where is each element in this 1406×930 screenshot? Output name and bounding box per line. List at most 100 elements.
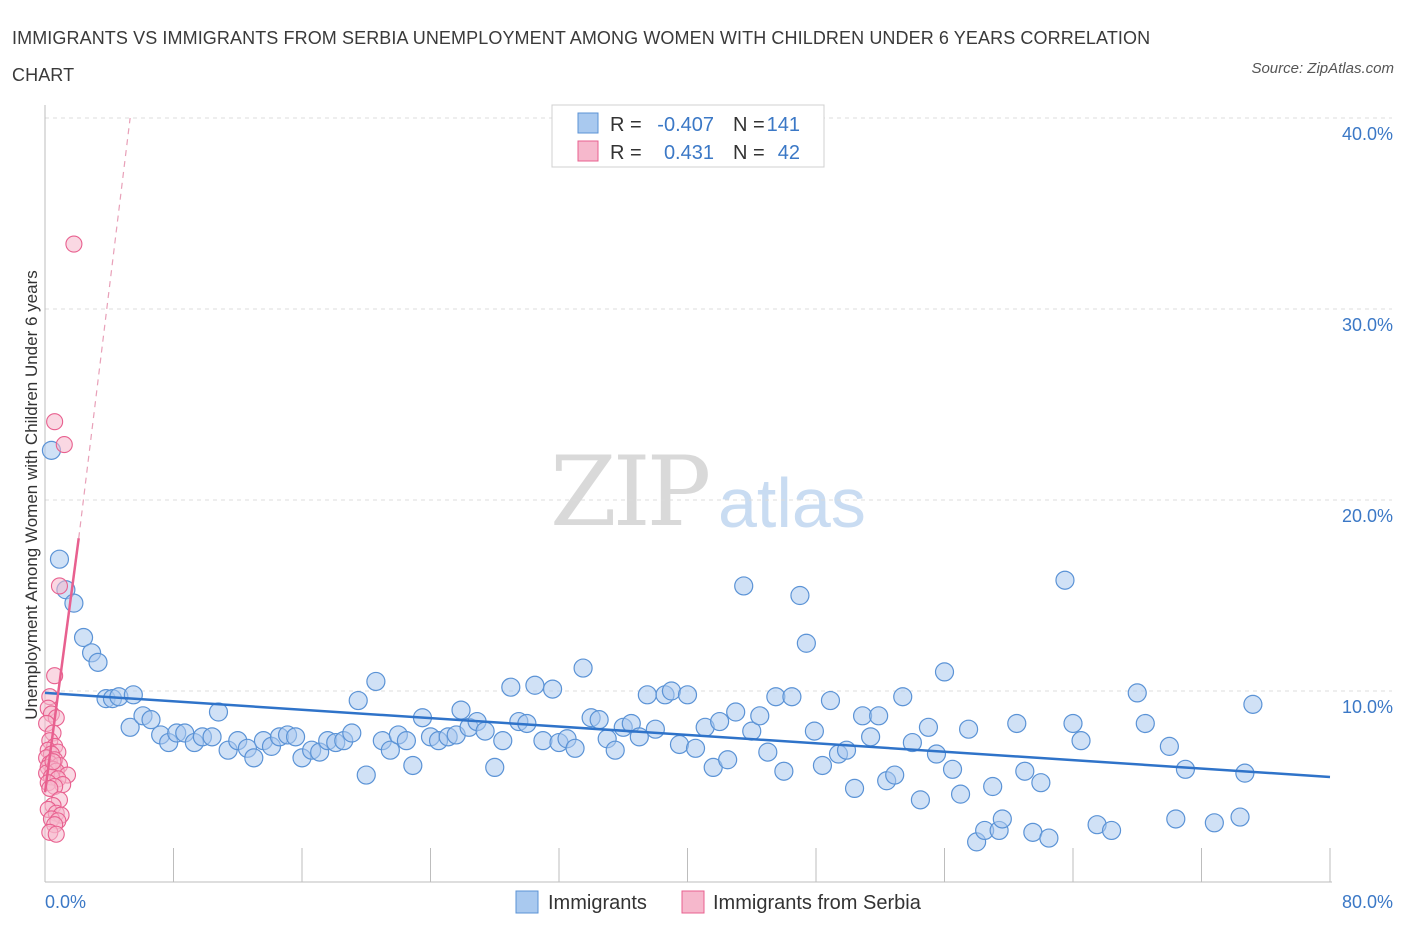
immigrants-point <box>1039 828 1059 848</box>
immigrants-point <box>1204 813 1224 833</box>
immigrants-point <box>1159 736 1179 756</box>
stats-r-value-serbia: 0.431 <box>664 142 714 164</box>
bottom-legend: Immigrants Immigrants from Serbia <box>515 890 922 914</box>
immigrants-point <box>766 687 786 707</box>
stats-legend-swatch-immigrants <box>577 112 599 134</box>
immigrants-point <box>88 652 108 672</box>
immigrants-point <box>64 593 84 613</box>
immigrants-point <box>285 727 306 747</box>
y-axis-label: Unemployment Among Women with Children U… <box>22 270 41 719</box>
immigrants-point <box>926 744 947 764</box>
immigrants-point <box>525 675 545 695</box>
immigrants-point <box>73 627 94 648</box>
immigrants-point <box>861 727 881 747</box>
immigrants-point <box>1007 713 1027 734</box>
y-tick-label: 20.0% <box>1342 506 1393 526</box>
legend-swatch-serbia <box>681 890 705 914</box>
immigrants-point <box>983 776 1003 797</box>
trend-lines <box>43 117 1331 793</box>
watermark-zip: ZIP <box>550 436 709 548</box>
immigrants-point <box>475 721 495 741</box>
y-tick-label: 40.0% <box>1342 124 1393 144</box>
x-tick-labels: 0.0% 80.0% <box>45 892 1393 912</box>
immigrants-point <box>533 731 553 751</box>
immigrants-point <box>726 702 746 722</box>
immigrants-point <box>1071 731 1091 751</box>
immigrants-point <box>790 585 810 606</box>
serbia-point <box>46 413 64 431</box>
immigrants-point <box>120 717 140 737</box>
chart-title: IMMIGRANTS VS IMMIGRANTS FROM SERBIA UNE… <box>12 28 1151 85</box>
serbia-point <box>46 667 64 685</box>
y-tick-label: 30.0% <box>1342 315 1393 335</box>
immigrants-point <box>348 690 368 711</box>
immigrants-point <box>1031 773 1051 793</box>
immigrants-point <box>820 690 841 711</box>
immigrants-point <box>396 731 417 751</box>
immigrants-point <box>734 576 754 596</box>
immigrants-point <box>49 549 70 569</box>
immigrants-point <box>796 633 816 653</box>
immigrants-point <box>992 809 1012 829</box>
immigrants-point <box>451 700 471 720</box>
immigrants-point <box>1023 822 1043 842</box>
immigrants-point <box>869 706 889 726</box>
immigrants-point <box>485 757 505 778</box>
legend-swatch-immigrants <box>515 890 539 914</box>
x-tick-label: 80.0% <box>1342 892 1393 912</box>
immigrants-point <box>1063 713 1083 734</box>
immigrants-point <box>958 719 979 739</box>
serbia-point <box>55 436 73 454</box>
immigrants-point <box>685 738 706 758</box>
immigrants-point <box>934 662 955 682</box>
immigrants-point <box>589 710 609 730</box>
immigrants-point <box>758 742 778 762</box>
source-label: Source: ZipAtlas.com <box>1251 60 1394 77</box>
immigrants-point <box>804 721 824 741</box>
serbia-trend-line <box>43 538 80 793</box>
immigrants-point <box>342 723 362 743</box>
immigrants-point <box>1127 683 1147 703</box>
immigrants-point <box>202 727 222 747</box>
immigrants-point <box>493 731 513 751</box>
immigrants-point <box>1235 763 1255 783</box>
immigrants-point <box>893 687 913 707</box>
stats-legend: R = -0.407 N = 141 R = 0.431 N = 42 <box>551 104 825 168</box>
immigrants-point <box>661 681 682 701</box>
stats-r-label-serbia: R = <box>610 142 642 164</box>
x-tick-label: 0.0% <box>45 892 86 912</box>
immigrants-point <box>750 706 770 726</box>
gridlines <box>45 117 1392 692</box>
serbia-point <box>47 825 65 843</box>
immigrants-point <box>950 784 971 804</box>
immigrants-point <box>669 734 690 755</box>
stats-r-value-immigrants: -0.407 <box>657 114 714 136</box>
immigrants-point <box>812 755 833 776</box>
legend-label-immigrants: Immigrants <box>548 892 647 914</box>
stats-r-label-immigrants: R = <box>610 114 642 136</box>
immigrants-point <box>1101 820 1122 841</box>
immigrants-point <box>1055 570 1075 590</box>
stats-n-value-serbia: 42 <box>778 142 800 164</box>
immigrants-point <box>677 685 698 705</box>
immigrants-point <box>605 740 625 760</box>
serbia-point <box>65 235 83 253</box>
immigrants-point <box>501 677 521 697</box>
immigrants-point <box>380 740 400 760</box>
immigrants-point <box>244 748 264 768</box>
immigrants-point <box>141 710 161 730</box>
immigrants-point <box>645 719 665 739</box>
stats-legend-swatch-serbia <box>577 140 599 162</box>
immigrants-point <box>366 671 386 692</box>
immigrants-point <box>1166 809 1186 829</box>
immigrants-point <box>918 717 939 737</box>
stats-n-value-immigrants: 141 <box>767 114 800 136</box>
immigrants-point <box>403 755 423 776</box>
serbia-point <box>50 577 69 595</box>
immigrants-point <box>542 679 563 699</box>
immigrants-point <box>902 732 922 753</box>
stats-n-label-serbia: N = <box>733 142 765 164</box>
immigrants-point <box>1230 807 1250 827</box>
watermark: ZIP atlas <box>550 436 866 548</box>
